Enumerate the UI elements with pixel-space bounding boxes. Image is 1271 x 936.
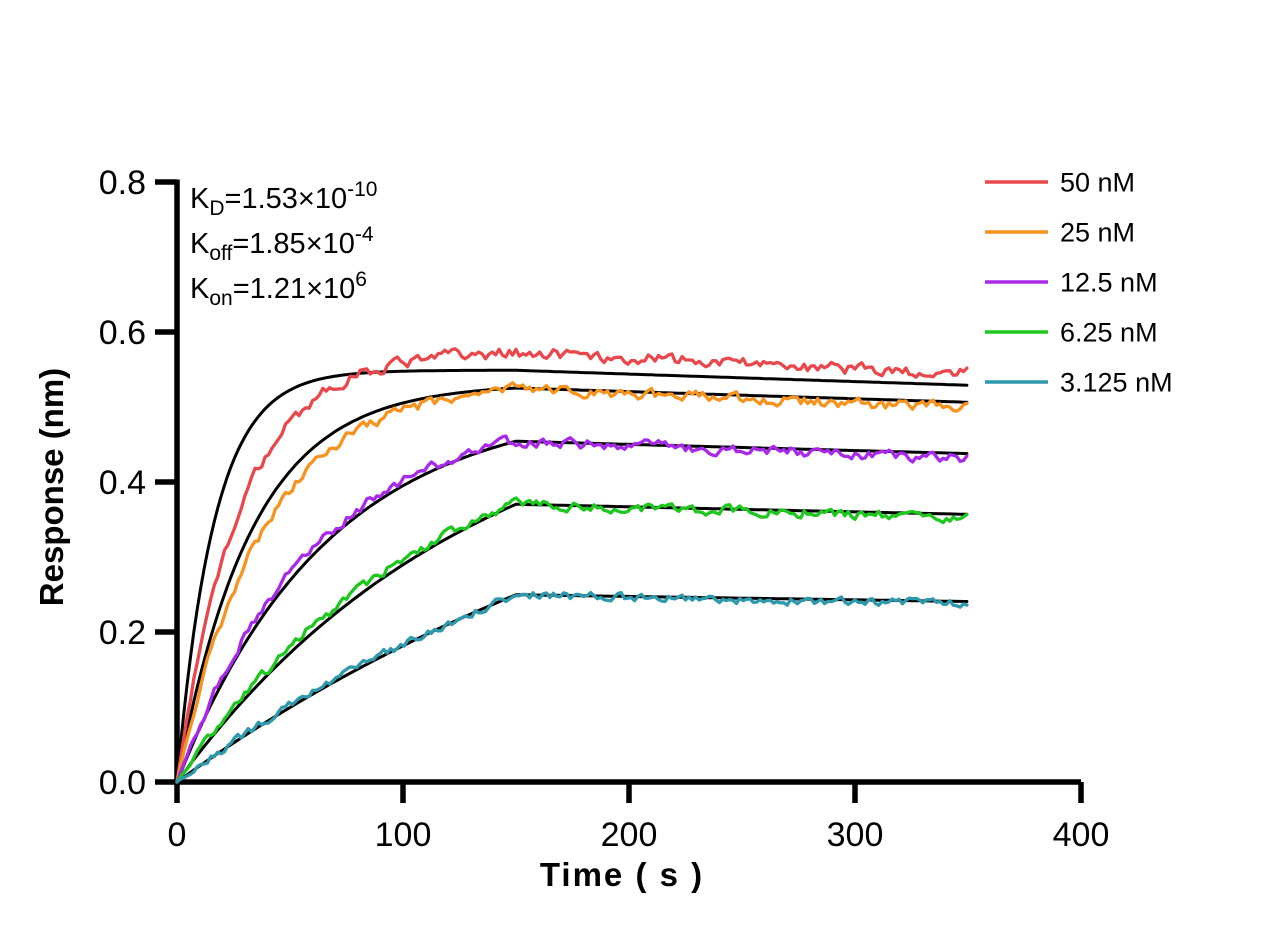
tick-marks	[155, 179, 1084, 803]
legend-label: 6.25 nM	[1060, 318, 1158, 348]
data-curve-6-25-nm	[175, 496, 969, 784]
y-tick-label: 0.4	[99, 464, 146, 502]
data-curve-12-5-nm	[175, 434, 969, 784]
legend-item-12-5-nm: 12.5 nM	[985, 268, 1158, 298]
legend-item-3-125-nm: 3.125 nM	[985, 368, 1173, 398]
data-curve-3-125-nm	[175, 590, 969, 784]
legend-item-6-25-nm: 6.25 nM	[985, 318, 1158, 348]
data-curve-50-nm	[175, 347, 969, 784]
legend-label: 3.125 nM	[1060, 368, 1173, 398]
x-tick-label: 200	[601, 816, 658, 854]
data-curve-25-nm	[175, 381, 969, 784]
x-axis-title: Time ( s )	[540, 856, 704, 893]
fit-curve-25-nm	[175, 386, 969, 784]
fit-curve-12-5-nm	[175, 439, 969, 784]
legend-label: 25 nM	[1060, 218, 1135, 248]
x-tick-label: 300	[827, 816, 884, 854]
y-tick-label: 0.0	[99, 764, 146, 802]
x-tick-label: 0	[168, 816, 187, 854]
legend-label: 50 nM	[1060, 168, 1135, 198]
y-axis-title: Response (nm)	[33, 368, 70, 606]
curves	[175, 347, 969, 784]
legend-label: 12.5 nM	[1060, 268, 1158, 298]
kinetic-constant-d: KD=1.53×10-10	[190, 178, 377, 220]
kinetic-constant-off: Koff=1.85×10-4	[190, 223, 374, 265]
y-tick-label: 0.6	[99, 314, 146, 352]
x-tick-label: 400	[1053, 816, 1110, 854]
tick-labels: 0 100 200 300 400 0.0 0.2 0.4 0.6 0.8	[99, 164, 1110, 854]
fit-curve-50-nm	[175, 368, 969, 784]
y-tick-label: 0.8	[99, 164, 146, 202]
kinetic-constant-on: Kon=1.21×106	[190, 268, 367, 310]
legend-item-25-nm: 25 nM	[985, 218, 1135, 248]
fit-curve-6-25-nm	[175, 502, 969, 784]
y-tick-label: 0.2	[99, 614, 146, 652]
fit-curve-3-125-nm	[175, 593, 969, 784]
legend-item-50-nm: 50 nM	[985, 168, 1135, 198]
legend: 50 nM 25 nM 12.5 nM 6.25 nM 3.125 nM	[985, 168, 1173, 398]
x-tick-label: 100	[375, 816, 432, 854]
